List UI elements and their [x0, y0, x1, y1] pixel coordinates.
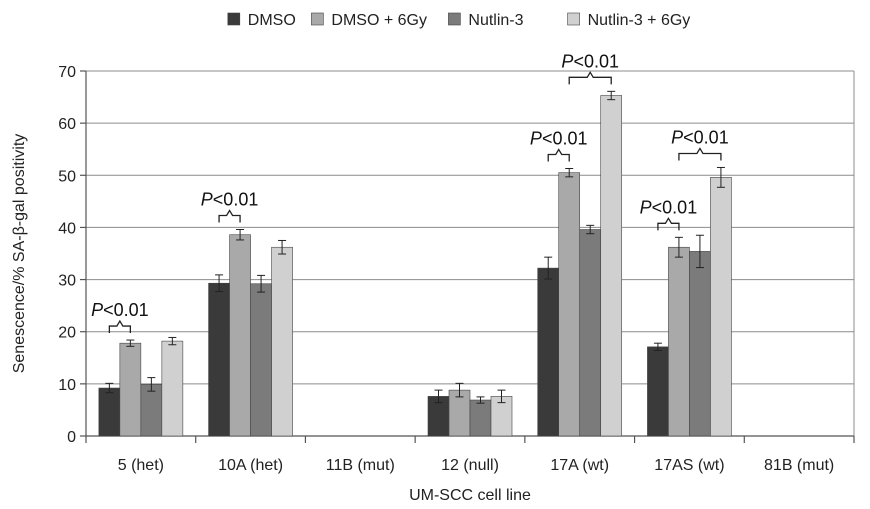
significance-bracket	[108, 319, 132, 334]
bar	[600, 95, 623, 437]
bar	[119, 342, 142, 437]
legend-swatch	[567, 12, 580, 26]
bar	[689, 251, 711, 437]
significance-label: P<0.01	[671, 127, 729, 147]
bar	[647, 346, 669, 437]
y-tick-label: 70	[58, 64, 76, 81]
legend-label: Nutlin-3 + 6Gy	[588, 12, 691, 29]
x-tick-label: 11B (mut)	[326, 457, 395, 474]
bar	[469, 399, 492, 437]
y-tick-label: 10	[58, 377, 76, 394]
significance-label-p: P	[91, 300, 103, 320]
x-axis-title: UM-SCC cell line	[409, 487, 531, 504]
legend-swatch	[311, 12, 324, 26]
significance-label: P<0.01	[640, 197, 698, 217]
y-tick-label: 40	[58, 220, 76, 237]
y-tick-label: 20	[58, 325, 76, 342]
significance-bracket	[547, 148, 570, 162]
significance-label: P<0.01	[91, 300, 149, 320]
significance-label-value: <0.01	[103, 300, 149, 320]
y-tick-label: 50	[58, 168, 76, 185]
significance-label-value: <0.01	[213, 190, 259, 210]
legend-swatch	[227, 12, 241, 26]
significance-label-value: <0.01	[542, 129, 588, 149]
significance-label-p: P	[201, 190, 213, 210]
significance-label: P<0.01	[561, 51, 619, 71]
legend-label: DMSO	[248, 12, 296, 29]
significance-label-value: <0.01	[652, 197, 698, 217]
legend: DMSO DMSO + 6Gy Nutlin-3 Nutlin-3 + 6Gy	[227, 12, 691, 29]
bar	[579, 229, 602, 437]
y-axis-title: Senescence/% SA-β-gal positivity	[11, 134, 28, 374]
significance-bracket	[657, 217, 680, 231]
significance-label-value: <0.01	[683, 127, 729, 147]
bar	[98, 387, 121, 437]
significance-bracket	[678, 147, 722, 161]
y-tick-label: 60	[58, 116, 76, 133]
x-tick-label: 17AS (wt)	[654, 457, 724, 474]
significance-label: P<0.01	[201, 190, 259, 210]
significance-label: P<0.01	[530, 129, 588, 149]
bar	[208, 282, 230, 437]
significance-label-p: P	[561, 51, 573, 71]
bar	[558, 172, 581, 437]
bar	[710, 177, 732, 437]
bar	[140, 384, 163, 437]
x-tick-label: 81B (mut)	[764, 457, 834, 474]
bar	[271, 246, 293, 437]
significance-label-p: P	[530, 129, 542, 149]
y-tick-label: 0	[67, 429, 76, 446]
legend-label: Nutlin-3	[468, 12, 523, 29]
x-tick-label: 5 (het)	[118, 457, 164, 474]
legend-label: DMSO + 6Gy	[331, 12, 427, 29]
significance-bracket	[568, 71, 612, 85]
significance-label-p: P	[640, 197, 652, 217]
x-tick-label: 17A (wt)	[550, 457, 609, 474]
legend-swatch	[448, 12, 461, 26]
x-tick-label: 12 (null)	[441, 457, 499, 474]
bar	[250, 283, 272, 437]
bar	[668, 246, 690, 437]
significance-label-p: P	[671, 127, 683, 147]
significance-label-value: <0.01	[573, 51, 619, 71]
bar	[229, 234, 251, 437]
x-tick-label: 10A (het)	[218, 457, 283, 474]
significance-bracket	[218, 209, 241, 223]
bar	[537, 267, 560, 437]
y-tick-label: 30	[58, 273, 76, 290]
bar	[161, 340, 184, 437]
